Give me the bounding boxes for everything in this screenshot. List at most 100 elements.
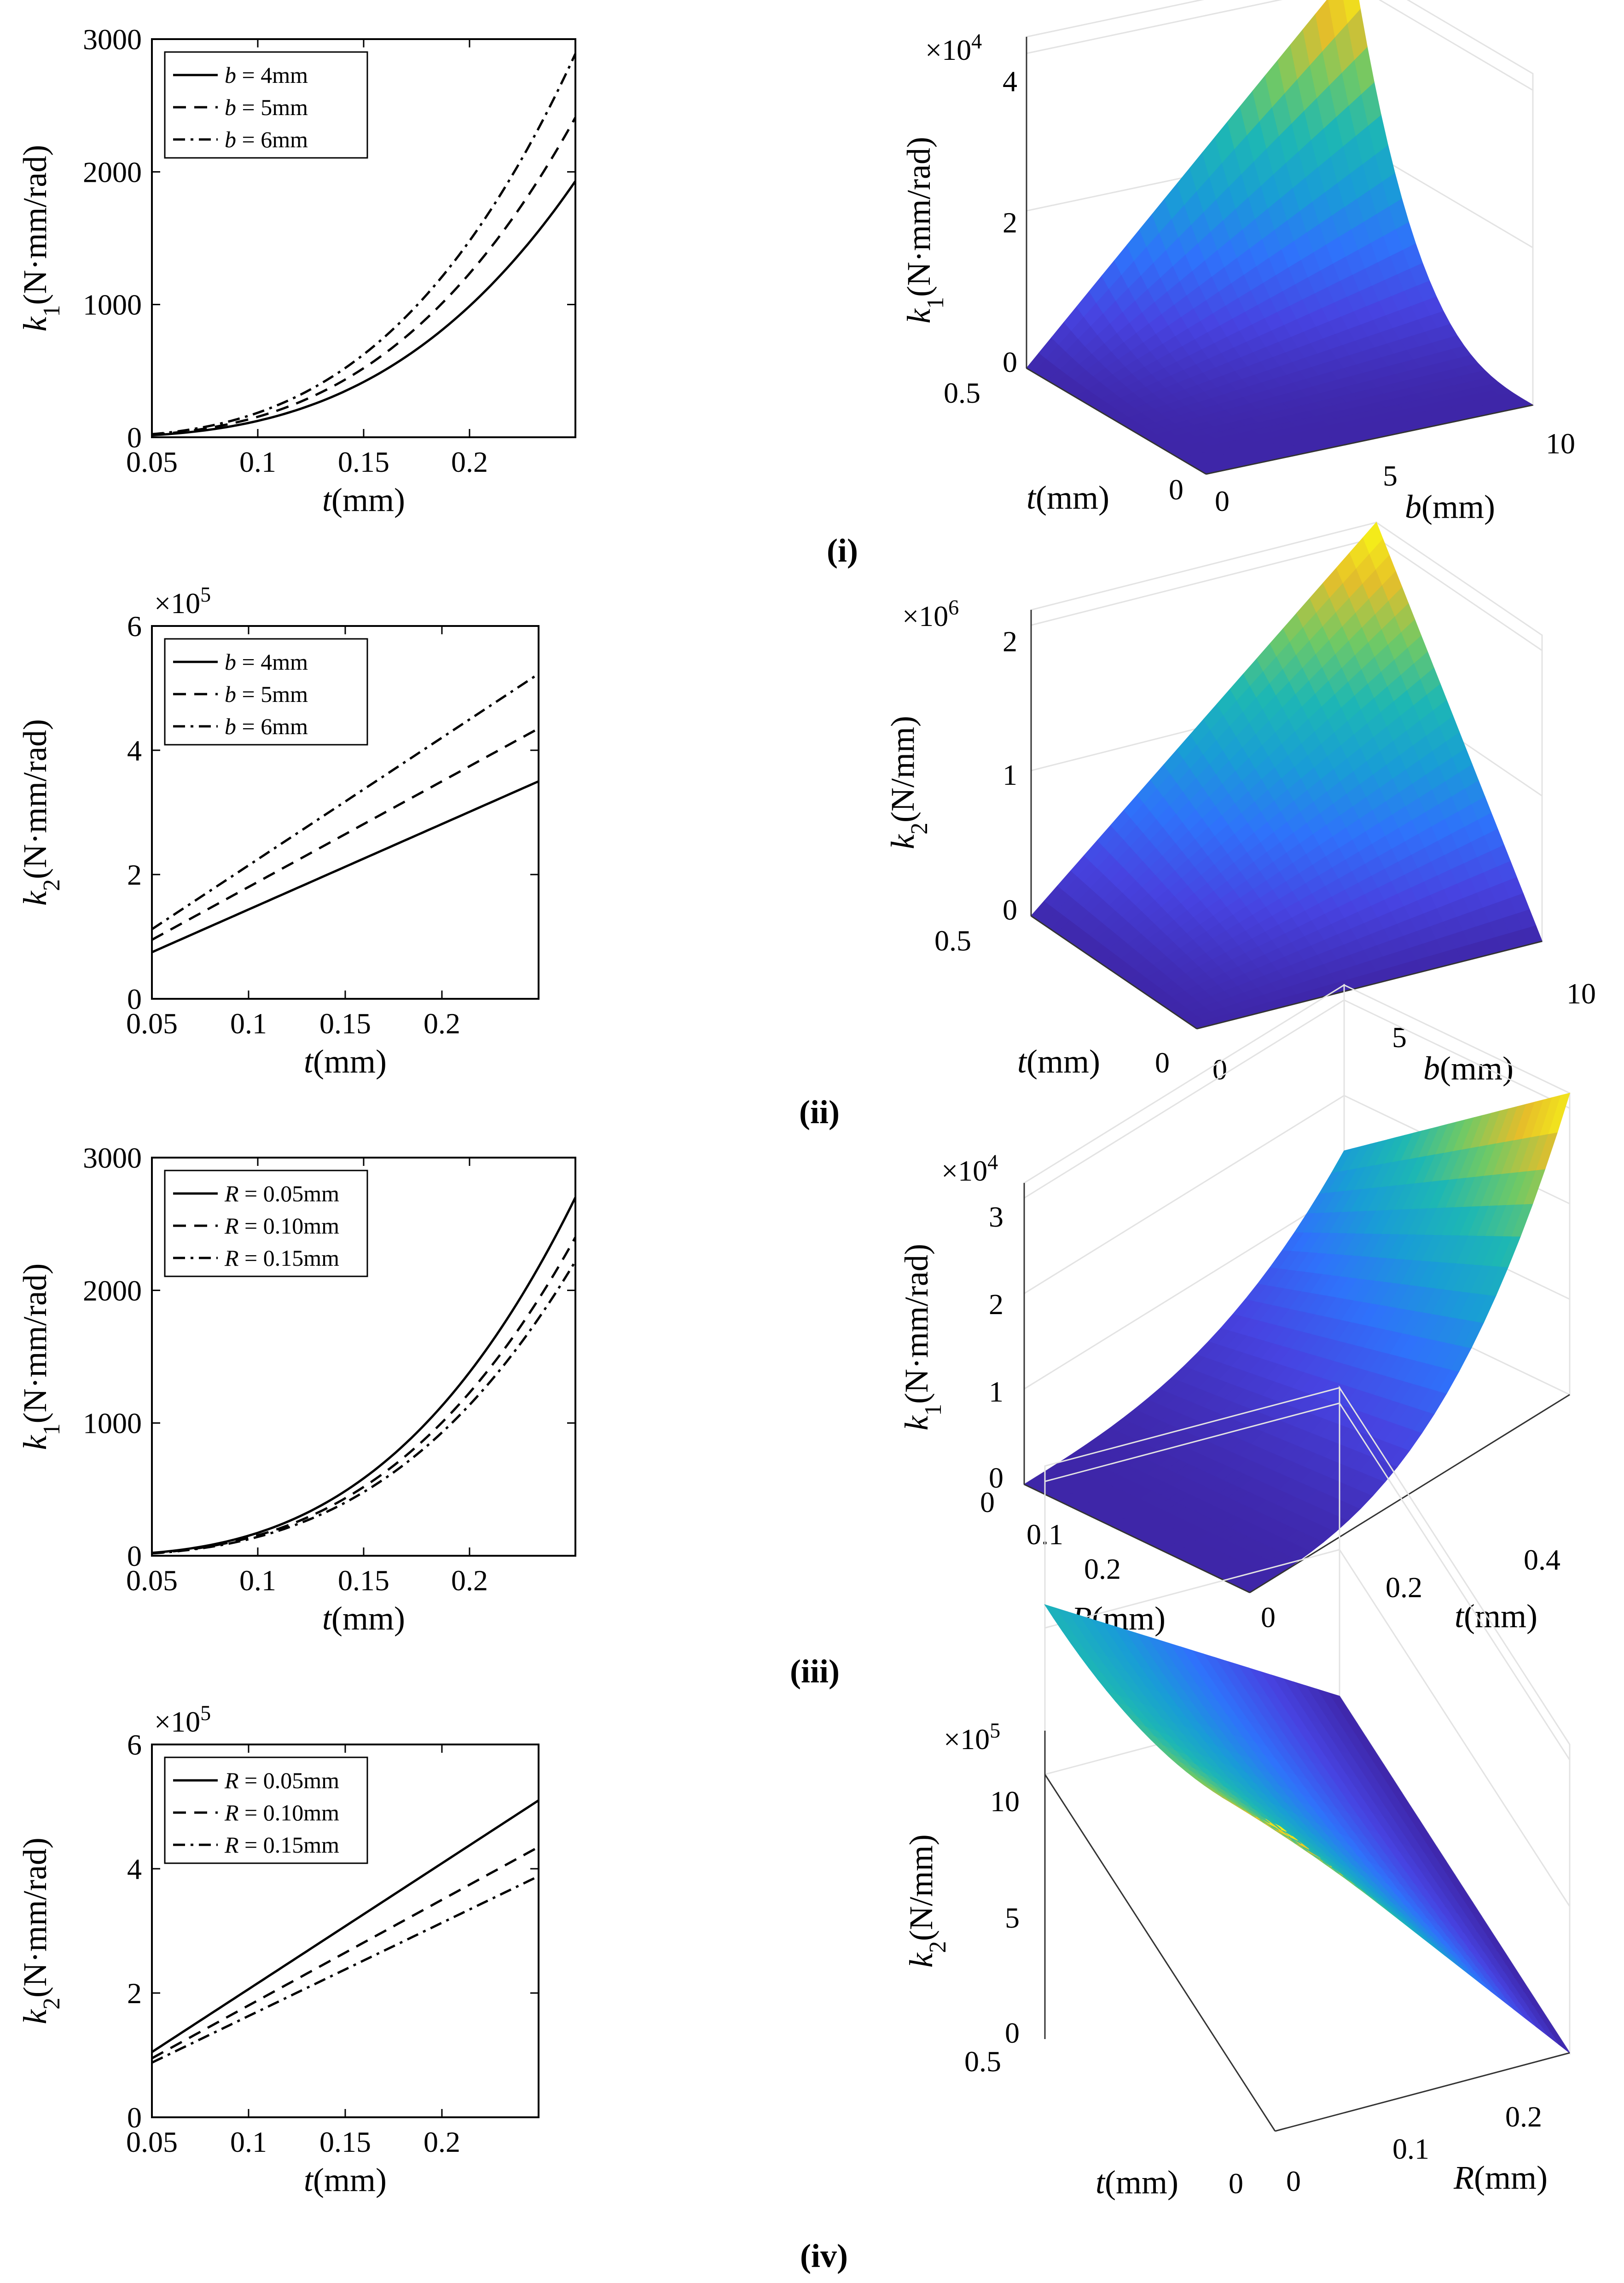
legend-text: = 0.10mm <box>239 1213 340 1239</box>
right-tick-label: 0.4 <box>1524 1543 1560 1576</box>
z-tick-label: 0 <box>1003 346 1017 378</box>
y-tick-label: 0 <box>127 983 142 1015</box>
y-axis-label: k2(N·mm/rad) <box>17 719 65 906</box>
right-tick-label: 0 <box>1261 1601 1276 1634</box>
y-label-var: k <box>17 890 53 906</box>
z-label-unit: (N·mm/rad) <box>898 1244 935 1404</box>
legend-entry: R = 0.10mm <box>224 1213 339 1239</box>
left-axis-unit: (mm) <box>1027 1043 1100 1080</box>
x-label-unit: (mm) <box>331 1600 405 1637</box>
multiplier-exp: 5 <box>200 1701 211 1725</box>
x-tick-label: 0.2 <box>423 1007 460 1040</box>
y-tick-label: 4 <box>127 734 142 767</box>
legend-entry: b = 5mm <box>225 681 308 707</box>
left-axis-label: t(mm) <box>1027 479 1109 516</box>
z-tick-label: 0 <box>1003 893 1017 926</box>
right-axis-var: b <box>1423 1050 1440 1087</box>
multiplier-exp: 5 <box>200 583 211 606</box>
right-axis-var: b <box>1405 488 1421 525</box>
legend-var: b <box>225 94 236 120</box>
z-axis-label: k1(N·mm/rad) <box>900 137 949 324</box>
legend-text: = 5mm <box>236 681 308 707</box>
x-label-unit: (mm) <box>313 1043 387 1080</box>
y-label-var: k <box>17 2009 53 2024</box>
legend-entry: R = 0.15mm <box>224 1832 339 1858</box>
y-tick-label: 2000 <box>83 1274 142 1307</box>
legend-var: b <box>225 713 236 739</box>
multiplier-exp: 6 <box>948 596 959 619</box>
series-line-3 <box>151 1875 539 2064</box>
z-label-sub: 2 <box>906 823 933 834</box>
legend-entry: R = 0.10mm <box>224 1800 339 1825</box>
series-line-1 <box>151 180 577 436</box>
right-floor-axis <box>1196 940 1543 1030</box>
right-tick-label: 0.2 <box>1386 1571 1422 1604</box>
x-tick-label: 0.15 <box>338 446 389 478</box>
y-tick-label: 2 <box>127 1977 142 2010</box>
y-label-sub: 2 <box>39 879 65 891</box>
surface-patch <box>1549 2030 1570 2053</box>
z-axis-label: k1(N·mm/rad) <box>898 1244 946 1431</box>
z-gridline <box>1044 1549 1571 1907</box>
line-chart-p3: 0.05 0.1 0.15 0.2 0 1000 2000 3000 t(mm) k1(N·mm/… <box>17 1142 577 1637</box>
legend-var: R <box>224 1213 239 1239</box>
z-label-var: k <box>903 1952 940 1968</box>
legend-entry: b = 4mm <box>225 649 308 675</box>
legend-var: b <box>225 649 236 675</box>
axis-multiplier: ×105 <box>944 1719 1000 1756</box>
x-tick-label: 0.2 <box>423 2126 460 2158</box>
right-axis-label: t(mm) <box>1455 1598 1537 1634</box>
z-label-var: k <box>900 308 937 324</box>
right-tick-label: 10 <box>1546 427 1575 460</box>
y-tick-label: 0 <box>127 2101 142 2134</box>
y-axis-label: k1(N·mm/rad) <box>17 1263 65 1450</box>
legend-var: b <box>225 62 236 88</box>
z-tick-label: 1 <box>1003 759 1017 791</box>
left-tick-label: 0 <box>1169 473 1183 506</box>
y-label-var: k <box>17 316 53 331</box>
legend-var: R <box>224 1767 239 1793</box>
x-tick-label: 0.1 <box>239 446 276 478</box>
right-axis-label: b(mm) <box>1423 1050 1514 1087</box>
legend-var: R <box>224 1181 239 1206</box>
left-tick-label: 0.5 <box>964 2045 1001 2078</box>
left-floor-axis <box>1026 367 1206 475</box>
x-tick-label: 0.05 <box>126 1007 178 1040</box>
series-line-2 <box>151 1846 539 2059</box>
multiplier-base: ×10 <box>902 600 948 632</box>
x-tick-label: 0.1 <box>230 2126 267 2158</box>
surface-patch <box>1343 0 1361 23</box>
multiplier-base: ×10 <box>944 1723 990 1756</box>
legend-entry: b = 6mm <box>225 127 308 152</box>
x-tick-label: 0.1 <box>230 1007 267 1040</box>
x-tick-label: 0.05 <box>126 446 178 478</box>
series-line-1 <box>151 780 539 954</box>
legend-entry: R = 0.05mm <box>224 1181 339 1206</box>
series-line-1 <box>151 1799 539 2053</box>
right-tick-label: 10 <box>1566 977 1596 1010</box>
series-line-3 <box>151 53 577 435</box>
multiplier-base: ×10 <box>154 587 200 620</box>
z-gridline <box>1026 0 1533 91</box>
series-line-3 <box>151 1260 577 1555</box>
multiplier-exp: 4 <box>971 29 982 53</box>
y-tick-label: 3000 <box>83 1142 142 1174</box>
axis-multiplier: ×106 <box>902 596 959 633</box>
x-tick-label: 0.05 <box>126 1564 178 1597</box>
left-tick-label: 0.2 <box>1084 1553 1121 1585</box>
legend-text: = 0.15mm <box>239 1832 340 1858</box>
x-axis-label: t(mm) <box>322 1600 405 1637</box>
legend-entry: R = 0.15mm <box>224 1245 339 1271</box>
legend-box <box>164 1756 368 1864</box>
surface-patch <box>1044 1604 1066 1622</box>
series-line-2 <box>151 116 577 436</box>
y-label-unit: (N·mm/rad) <box>17 1837 53 1998</box>
legend-entry: b = 4mm <box>225 62 308 88</box>
x-label-var: t <box>322 481 332 518</box>
axis-multiplier: ×104 <box>941 1150 998 1188</box>
z-tick-label: 1 <box>989 1375 1003 1408</box>
left-axis-unit: (mm) <box>1036 479 1109 516</box>
